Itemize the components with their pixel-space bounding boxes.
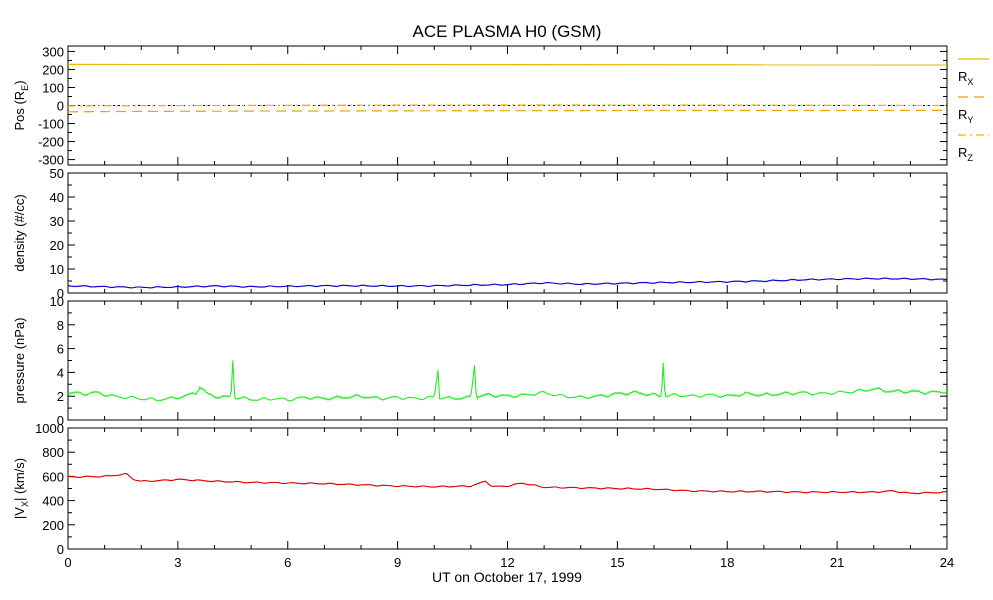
x-tick-label: 24 [940,555,954,570]
legend-label-z: RZ [958,145,973,163]
y-tick-label: 300 [42,44,64,59]
y-tick-label: -300 [38,153,64,168]
panel-3-frame [67,300,948,421]
series-pressure-line [67,360,948,402]
y-tick-label: 40 [50,190,64,205]
y-tick-label: 50 [50,166,64,181]
y-tick-label: 400 [42,494,64,509]
x-tick-label: 0 [64,555,71,570]
y-axis-title: |VX| (km/s) [12,458,30,519]
y-axis-title: pressure (nPa) [12,318,27,404]
y-tick-label: 10 [50,262,64,277]
y-tick-label: 800 [42,445,64,460]
y-tick-label: 200 [42,518,64,533]
y-tick-label: 0 [57,413,64,428]
chart-title: ACE PLASMA H0 (GSM) [413,22,602,41]
y-tick-label: 100 [42,80,64,95]
y-tick-label: 30 [50,214,64,229]
series-r-z-line [67,104,948,107]
series-r-y-line [67,109,948,113]
y-tick-label: -200 [38,135,64,150]
x-tick-label: 9 [394,555,401,570]
y-tick-label: 0 [57,286,64,301]
x-tick-label: 15 [610,555,624,570]
y-tick-label: 0 [57,542,64,557]
panel-2-frame [67,172,948,294]
series--v-x--line [67,472,948,495]
y-tick-label: 20 [50,238,64,253]
x-tick-label: 3 [174,555,181,570]
x-tick-label: 6 [284,555,291,570]
y-tick-label: 1000 [35,421,64,436]
x-tick-label: 18 [720,555,734,570]
legend-label-y: RY [958,107,973,125]
y-tick-label: 600 [42,469,64,484]
y-tick-label: 0 [57,99,64,114]
y-tick-label: 8 [57,318,64,333]
legend-label-x: RX [958,69,973,87]
y-tick-label: -100 [38,117,64,132]
y-axis-title: density (#/cc) [12,194,27,271]
panel-4-frame [67,427,948,550]
series-density-line [67,277,948,289]
y-axis-title: Pos (RE) [12,80,30,130]
x-tick-label: 21 [830,555,844,570]
y-tick-label: 6 [57,342,64,357]
y-tick-label: 200 [42,62,64,77]
series-r-x-line [67,63,948,66]
y-tick-label: 4 [57,365,64,380]
y-tick-label: 2 [57,389,64,404]
x-tick-label: 12 [500,555,514,570]
y-tick-label: 10 [50,294,64,309]
x-axis-title: UT on October 17, 1999 [432,569,582,585]
